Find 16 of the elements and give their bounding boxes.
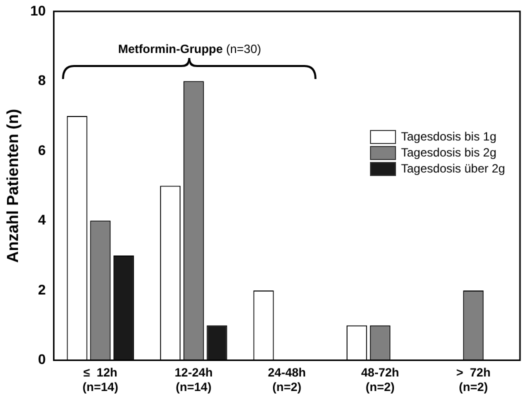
legend-label: Tagesdosis bis 2g bbox=[401, 145, 496, 160]
y-tick-label: 8 bbox=[38, 72, 46, 88]
y-tick-label: 6 bbox=[38, 142, 46, 158]
legend-label: Tagesdosis über 2g bbox=[401, 161, 506, 176]
x-tick-label: ≤ 12h (n=14) bbox=[82, 366, 118, 394]
legend-label: Tagesdosis bis 1g bbox=[401, 129, 496, 144]
annotation: Metformin-Gruppe (n=30) bbox=[118, 42, 262, 56]
y-tick-label: 2 bbox=[38, 281, 46, 298]
x-tick-label: 24-48h (n=2) bbox=[268, 366, 306, 394]
y-tick-label: 10 bbox=[30, 2, 46, 18]
y-axis-title: Anzahl Patienten (n) bbox=[5, 108, 22, 263]
x-tick-label: 48-72h (n=2) bbox=[361, 366, 400, 394]
y-tick-label: 0 bbox=[38, 351, 46, 368]
x-tick-label: > 72h (n=2) bbox=[456, 366, 491, 394]
y-tick-label: 4 bbox=[38, 212, 46, 228]
x-tick-label: 12-24h (n=14) bbox=[174, 366, 213, 394]
